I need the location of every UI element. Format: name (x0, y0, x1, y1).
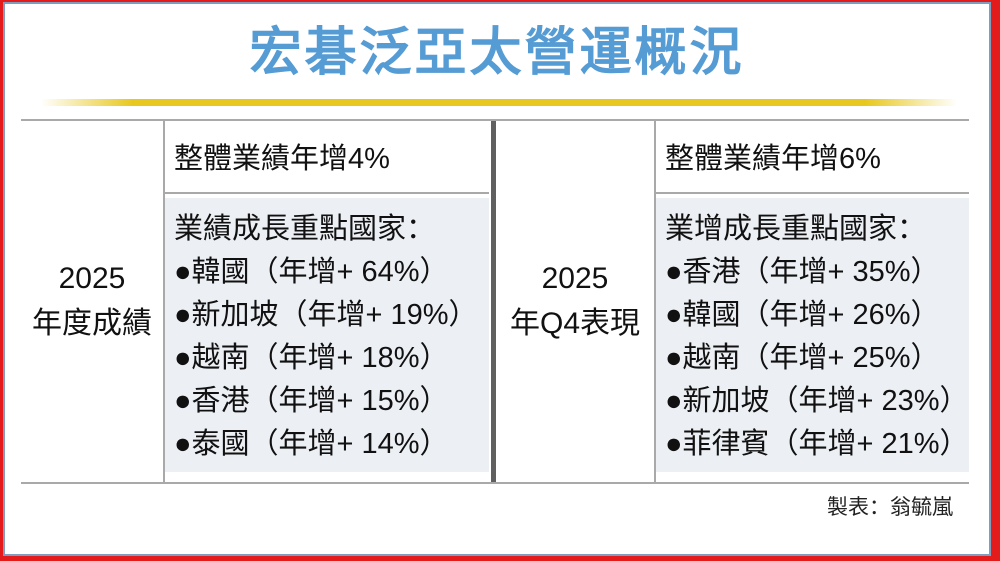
q4-overall-growth-cell: 整體業績年增6% (656, 120, 969, 194)
list-item: ●越南（年增+ 25%） (665, 341, 940, 374)
annual-country-growth-list: 業績成長重點國家： ●韓國（年增+ 64%） ●新加坡（年增+ 19%） ●越南… (165, 197, 489, 472)
q4-results-column: 整體業績年增6% 業增成長重點國家： ●香港（年增+ 35%） ●韓國（年增+ … (654, 120, 969, 482)
page-title: 宏碁泛亞太營運概況 (249, 24, 745, 82)
row-label-annual-line2: 年度成績 (32, 307, 152, 341)
annual-overall-growth-cell: 整體業績年增4% (165, 120, 489, 194)
row-label-q4-line2: 年Q4表現 (509, 307, 641, 341)
row-label-q4-line1: 2025 (541, 262, 609, 296)
inner-blue-frame: 宏碁泛亞太營運概況 2025 年度成績 整體業績年增4% 業績成長重點國家： ●… (3, 2, 991, 556)
list-item: ●新加坡（年增+ 23%） (665, 384, 969, 417)
row-label-q4: 2025 年Q4表現 (496, 120, 654, 482)
list-item: ●香港（年增+ 35%） (665, 255, 940, 288)
list-item: ●韓國（年增+ 64%） (174, 255, 449, 288)
annual-results-column: 整體業績年增4% 業績成長重點國家： ●韓國（年增+ 64%） ●新加坡（年增+… (163, 120, 489, 482)
q4-list-header: 業增成長重點國家： (665, 212, 927, 245)
title-underline-rule (41, 98, 957, 106)
row-label-annual-line1: 2025 (58, 262, 126, 296)
list-item: ●越南（年增+ 18%） (174, 341, 449, 374)
list-item: ●韓國（年增+ 26%） (665, 298, 940, 331)
list-item: ●香港（年增+ 15%） (174, 384, 449, 417)
center-column-divider (491, 120, 496, 482)
credit-line: 製表：翁毓嵐 (827, 495, 953, 519)
q4-country-growth-list: 業增成長重點國家： ●香港（年增+ 35%） ●韓國（年增+ 26%） ●越南（… (656, 197, 969, 472)
annual-list-header: 業績成長重點國家： (174, 212, 436, 245)
row-label-annual: 2025 年度成績 (21, 120, 163, 482)
list-item: ●菲律賓（年增+ 21%） (665, 427, 969, 460)
list-item: ●泰國（年增+ 14%） (174, 427, 449, 460)
operations-summary-table: 2025 年度成績 整體業績年增4% 業績成長重點國家： ●韓國（年增+ 64%… (21, 118, 969, 484)
list-item: ●新加坡（年增+ 19%） (174, 298, 478, 331)
